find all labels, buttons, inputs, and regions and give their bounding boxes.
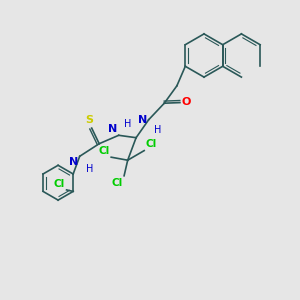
Text: H: H [124,119,131,129]
Text: Cl: Cl [146,140,157,149]
Text: Cl: Cl [53,179,65,189]
Text: S: S [85,115,93,125]
Text: Cl: Cl [111,178,122,188]
Text: N: N [69,158,79,167]
Text: H: H [154,125,161,135]
Text: Cl: Cl [98,146,110,156]
Text: O: O [182,97,191,107]
Text: N: N [138,115,148,125]
Text: N: N [108,124,118,134]
Text: H: H [86,164,93,174]
